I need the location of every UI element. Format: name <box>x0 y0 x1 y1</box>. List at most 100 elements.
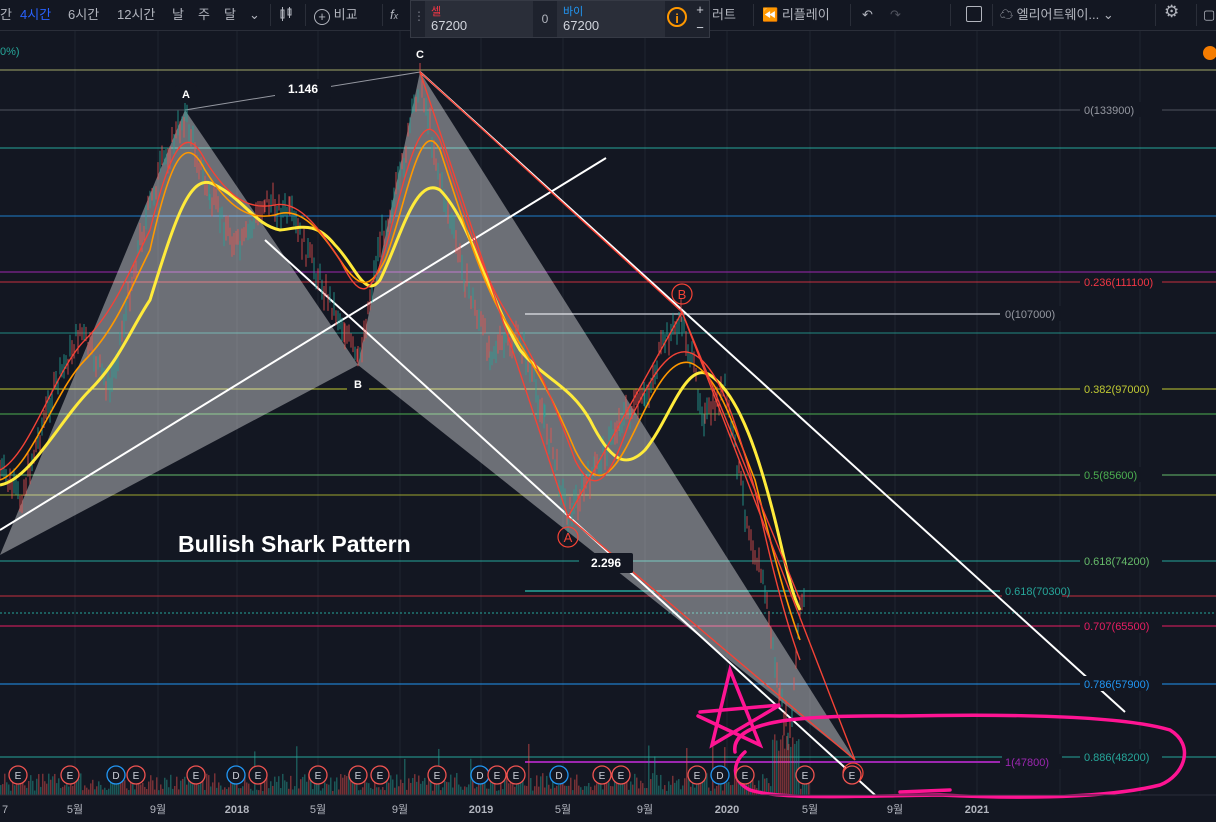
fib-level-label: 0.886(48200) <box>1084 752 1149 764</box>
interval-4h[interactable]: 4시간 <box>20 7 52 22</box>
fullscreen-icon[interactable] <box>966 6 982 22</box>
volume-bar <box>298 788 300 795</box>
volume-bar <box>560 777 562 795</box>
volume-bar <box>584 786 586 795</box>
volume-bar <box>544 787 546 795</box>
x-axis-tick-label: 2020 <box>715 804 739 816</box>
volume-bar <box>694 787 696 795</box>
volume-bar <box>52 776 54 795</box>
fib-label-bg <box>1080 618 1162 633</box>
trend-lines[interactable] <box>0 71 1126 796</box>
volume-bar <box>572 790 574 795</box>
volume-bar <box>330 777 332 795</box>
volume-bar <box>548 784 550 795</box>
event-marker-circle <box>795 765 815 785</box>
volume-bar <box>92 779 94 795</box>
layout-selector[interactable]: ☁ 엘리어트웨이... ⌄ <box>1000 6 1114 24</box>
camera-icon[interactable]: ▢ <box>1203 7 1216 22</box>
volume-bar <box>326 783 328 795</box>
ratio-bcd-badge <box>579 553 633 573</box>
chevron-down-icon[interactable]: ⌄ <box>249 7 260 22</box>
volume-bar <box>338 789 340 795</box>
volume-bar <box>424 777 426 795</box>
volume-bar <box>132 780 134 795</box>
gear-icon[interactable]: ⚙ <box>1164 2 1180 21</box>
interval-week[interactable]: 주 <box>198 7 210 22</box>
volume-bar <box>322 788 324 795</box>
compare-button[interactable]: + 비교 <box>314 6 358 25</box>
volume-bar <box>704 773 706 795</box>
undo-icon[interactable]: ↶ <box>862 7 873 22</box>
redo-icon[interactable]: ↷ <box>890 7 901 22</box>
volume-bar <box>374 779 376 795</box>
x-axis-tick-label: 9월 <box>637 803 653 816</box>
dividend-marker: D <box>716 771 723 782</box>
volume-bar <box>232 779 234 795</box>
volume-bar <box>82 790 84 795</box>
volume-bar <box>190 782 192 795</box>
interval-month[interactable]: 달 <box>224 7 236 22</box>
quantity-stepper[interactable]: + − <box>691 1 709 37</box>
volume-bar <box>118 774 120 795</box>
alert-dot[interactable] <box>1203 46 1216 60</box>
x-axis-tick-label: 2018 <box>225 804 249 816</box>
replay-button[interactable]: ⏪ 리플레이 <box>762 6 830 24</box>
volume-bar <box>442 787 444 795</box>
interval-partial[interactable]: 간 <box>0 7 12 22</box>
volume-bar <box>162 788 164 795</box>
volume-bar <box>492 775 494 795</box>
volume-bar <box>42 773 44 795</box>
volume-bar <box>468 784 470 795</box>
volume-bar <box>488 788 490 795</box>
volume-bar <box>494 783 496 795</box>
sell-button[interactable]: 셀 67200 <box>425 1 533 37</box>
volume-bar <box>176 776 178 795</box>
volume-bar <box>48 773 50 795</box>
volume-bar <box>404 758 406 795</box>
buy-button[interactable]: 바이 67200 <box>557 1 665 37</box>
volume-bar <box>356 778 358 795</box>
volume-bar <box>534 786 536 795</box>
x-axis-tick-label: 2019 <box>469 804 493 816</box>
volume-bar <box>792 737 794 795</box>
volume-bar <box>410 782 412 795</box>
fib-label-bg <box>1080 749 1162 764</box>
volume-bar <box>588 782 590 795</box>
volume-bar <box>20 781 22 795</box>
fib-label-bg <box>1080 553 1162 568</box>
volume-bar <box>506 774 508 795</box>
volume-bar <box>134 789 136 795</box>
volume-bar <box>96 786 98 795</box>
replay-label: 리플레이 <box>781 7 830 22</box>
fib-label-bg <box>1002 306 1062 321</box>
plus-button[interactable]: + <box>696 2 704 17</box>
candle-style-icon[interactable] <box>278 6 294 27</box>
fib-level-label-right: 0.618(70300) <box>1005 586 1070 598</box>
volume-bar <box>354 779 356 795</box>
interval-6h[interactable]: 6시간 <box>68 7 100 22</box>
alert-button[interactable]: 러트 <box>712 7 736 22</box>
interval-day[interactable]: 날 <box>172 7 184 22</box>
volume-bar <box>458 784 460 795</box>
volume-bar <box>646 788 648 795</box>
volume-bar <box>466 787 468 795</box>
volume-bar <box>252 790 254 795</box>
volume-bar <box>774 734 776 795</box>
volume-bar <box>346 776 348 795</box>
volume-bar <box>246 782 248 795</box>
volume-bar <box>156 777 158 795</box>
indicators-icon[interactable]: fx <box>390 7 399 22</box>
earnings-marker: E <box>694 771 701 782</box>
info-warning-icon[interactable]: i <box>667 7 687 27</box>
event-marker-circle <box>308 765 328 785</box>
volume-bar <box>122 773 124 795</box>
volume-bar <box>336 777 338 795</box>
volume-bar <box>604 776 606 795</box>
volume-bar <box>606 782 608 795</box>
spread-value: 0 <box>541 12 549 26</box>
fib-label-bg <box>1080 676 1162 691</box>
interval-12h[interactable]: 12시간 <box>117 7 156 22</box>
minus-button[interactable]: − <box>696 20 704 35</box>
